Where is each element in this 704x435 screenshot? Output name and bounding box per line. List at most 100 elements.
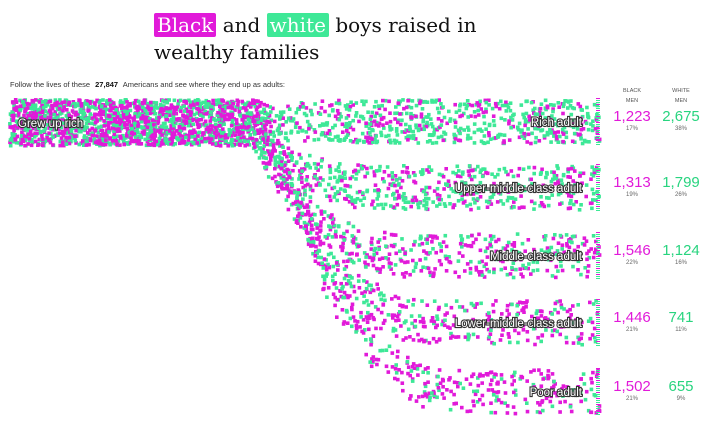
row-edge-tick [596,321,600,322]
person-dot [77,101,81,105]
person-dot [521,274,525,279]
person-dot [192,112,197,117]
person-dot [81,139,85,143]
person-dot [593,247,598,252]
row-edge-tick [596,108,600,109]
person-dot [351,239,356,243]
person-dot [195,106,199,111]
person-dot [52,112,56,117]
person-dot [186,113,190,117]
person-dot [591,191,596,196]
person-dot [315,204,320,209]
person-dot [472,321,477,326]
person-dot [575,389,579,394]
person-dot [504,170,508,174]
person-dot [30,140,35,145]
person-dot [451,170,455,175]
person-dot [542,134,547,138]
person-dot [305,119,310,124]
person-dot [455,164,460,169]
person-dot [352,289,357,294]
person-dot [592,170,597,175]
person-dot [143,109,148,113]
person-dot [553,391,557,395]
person-dot [280,156,284,161]
person-dot [474,265,478,270]
person-dot [536,253,541,258]
person-dot [139,116,143,121]
person-dot [466,128,471,132]
person-dot [470,374,474,379]
person-dot [432,393,436,398]
person-dot [165,107,169,112]
person-dot [213,142,218,146]
person-dot [472,130,477,135]
person-dot [441,319,445,323]
person-dot [334,229,338,234]
person-dot [74,124,78,129]
person-dot [490,195,494,199]
person-dot [430,124,435,129]
person-dot [490,340,494,345]
person-dot [351,260,356,265]
column-header-white: WHITE MEN [664,86,698,106]
person-dot [165,130,169,135]
person-dot [286,138,290,143]
person-dot [418,319,423,324]
row-edge-tick [596,104,600,105]
person-dot [522,136,527,140]
person-dot [363,290,367,294]
person-dot [394,371,399,375]
person-dot [550,170,554,174]
person-dot [271,130,276,135]
person-dot [201,131,205,136]
person-dot [286,116,291,121]
person-dot [484,107,488,112]
person-dot [582,243,587,247]
person-dot [252,101,256,105]
person-dot [511,174,516,179]
person-dot [73,104,78,109]
person-dot [524,305,528,309]
person-dot [163,121,167,126]
person-dot [343,104,348,108]
person-dot [381,302,386,307]
person-dot [441,138,446,143]
person-dot [326,286,331,290]
person-dot [517,135,522,140]
person-dot [288,190,292,195]
person-dot [73,138,78,143]
person-dot [406,327,411,332]
person-dot [519,186,524,190]
person-dot [262,118,267,123]
person-dot [111,106,115,110]
person-dot [218,121,223,126]
person-dot [595,103,600,108]
person-dot [95,134,99,139]
person-dot [466,133,470,138]
person-dot [330,213,334,217]
person-dot [503,266,507,270]
person-dot [372,206,377,210]
person-dot [82,125,86,129]
person-dot [270,176,275,181]
person-dot [530,314,534,319]
person-dot [317,249,321,253]
person-dot [48,99,53,104]
person-dot [323,134,328,138]
person-dot [384,194,389,198]
person-dot [510,242,515,247]
row-edge-tick [596,166,600,167]
person-dot [491,303,495,307]
person-dot [502,380,507,384]
person-dot [569,166,574,171]
person-dot [321,287,325,292]
person-dot [346,259,350,263]
person-dot [372,119,377,124]
person-dot [341,241,345,246]
person-dot [31,124,36,128]
person-dot [192,128,196,132]
person-dot [101,110,105,114]
person-dot [413,173,417,178]
person-dot [140,114,145,118]
